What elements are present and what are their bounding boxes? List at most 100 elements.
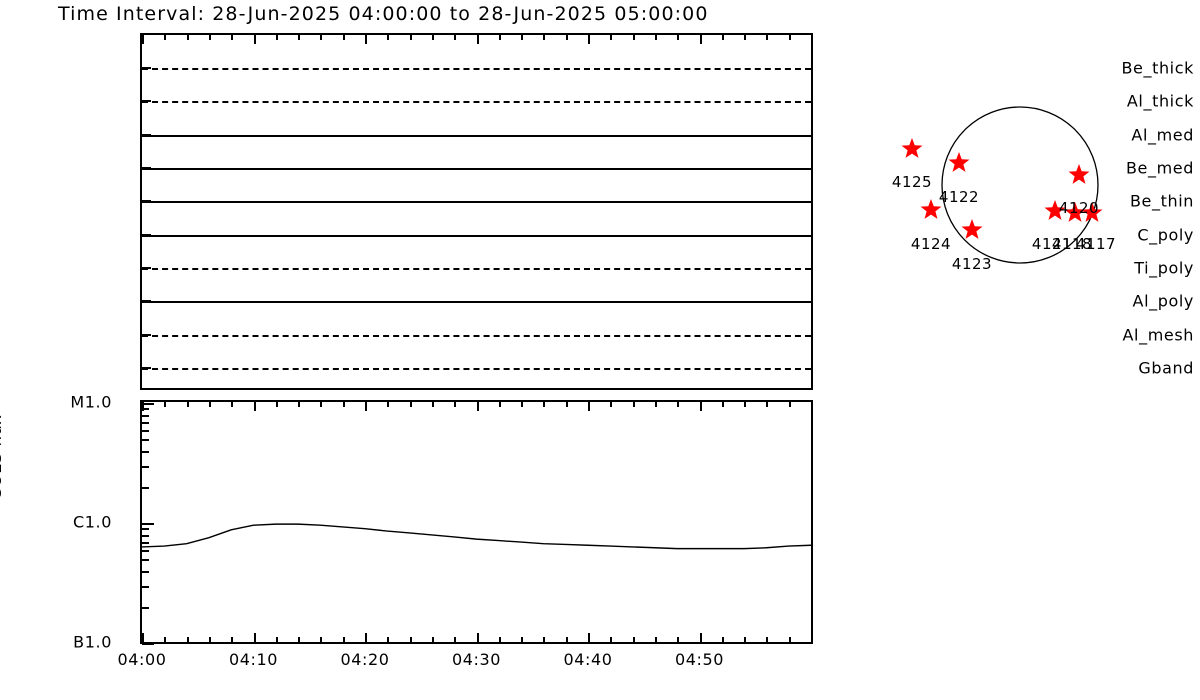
filter-line-al_thick	[142, 101, 811, 103]
goes-y-tick-label-B1-0: B1.0	[73, 632, 112, 652]
active-region-label-4123: 4123	[951, 255, 993, 273]
filter-top-minor-tick	[275, 35, 278, 40]
goes-x-minor-tick	[565, 637, 568, 642]
goes-y-minor-tick	[142, 606, 149, 609]
goes-x-minor-tick	[275, 402, 278, 407]
filter-tick-c_poly	[140, 234, 151, 236]
filter-label-gband: Gband	[1138, 358, 1194, 378]
filter-top-minor-tick	[677, 35, 680, 40]
filter-line-ti_poly	[142, 268, 811, 270]
filter-top-minor-tick	[454, 35, 457, 40]
goes-y-minor-tick	[142, 465, 149, 468]
filter-line-gband	[142, 368, 811, 370]
goes-y-minor-tick	[142, 585, 149, 588]
goes-y-major-tick	[142, 523, 154, 525]
filter-top-minor-tick	[298, 35, 301, 40]
filter-top-tick	[476, 35, 479, 44]
goes-x-major-tick	[476, 633, 479, 642]
filter-label-ti_poly: Ti_poly	[1134, 258, 1194, 278]
active-region-star-4121	[1044, 200, 1066, 220]
goes-x-major-tick	[811, 402, 813, 411]
filter-top-minor-tick	[610, 35, 613, 40]
filter-top-minor-tick	[521, 35, 524, 40]
goes-x-minor-tick	[298, 637, 301, 642]
filter-top-tick	[699, 35, 702, 44]
active-region-label-4122: 4122	[938, 188, 980, 206]
active-region-star-4117	[1081, 202, 1103, 222]
filter-label-c_poly: C_poly	[1137, 225, 1194, 245]
goes-y-minor-tick	[142, 559, 149, 562]
goes-x-minor-tick	[766, 402, 769, 407]
goes-x-minor-tick	[208, 637, 211, 642]
goes-x-major-tick	[699, 633, 702, 642]
filter-label-be_med: Be_med	[1125, 158, 1194, 178]
filter-line-be_med	[142, 168, 811, 170]
goes-x-minor-tick	[766, 637, 769, 642]
filter-top-minor-tick	[766, 35, 769, 40]
active-region-markers	[901, 138, 1103, 239]
filter-label-al_mesh: Al_mesh	[1122, 325, 1194, 345]
goes-x-major-tick	[476, 402, 479, 411]
goes-x-minor-tick	[275, 637, 278, 642]
filter-top-minor-tick	[387, 35, 390, 40]
goes-x-minor-tick	[543, 402, 546, 407]
goes-x-major-tick	[142, 402, 144, 411]
filter-top-minor-tick	[788, 35, 791, 40]
filter-top-minor-tick	[186, 35, 189, 40]
filter-tick-al_poly	[140, 300, 151, 302]
filter-top-minor-tick	[409, 35, 412, 40]
filter-top-minor-tick	[654, 35, 657, 40]
filter-line-al_med	[142, 135, 811, 137]
goes-x-tick-label-0440: 04:40	[563, 650, 613, 669]
active-region-star-4122	[948, 152, 970, 172]
goes-x-minor-tick	[565, 402, 568, 407]
goes-x-minor-tick	[610, 402, 613, 407]
filter-availability-panel	[140, 33, 813, 390]
filter-top-minor-tick	[320, 35, 323, 40]
filter-tick-al_mesh	[140, 334, 151, 336]
goes-x-minor-tick	[721, 637, 724, 642]
filter-tick-al_med	[140, 134, 151, 136]
goes-x-minor-tick	[186, 402, 189, 407]
goes-x-major-tick	[253, 633, 256, 642]
goes-x-minor-tick	[654, 402, 657, 407]
goes-flux-polyline	[142, 523, 811, 550]
goes-x-minor-tick	[342, 637, 345, 642]
goes-y-minor-tick	[142, 541, 149, 544]
goes-flux-panel	[140, 400, 813, 645]
goes-x-major-tick	[365, 633, 367, 642]
filter-top-minor-tick	[431, 35, 434, 40]
goes-x-minor-tick	[543, 637, 546, 642]
goes-x-minor-tick	[521, 637, 524, 642]
filter-line-al_mesh	[142, 335, 811, 337]
goes-x-minor-tick	[164, 637, 167, 642]
goes-y-minor-tick	[142, 486, 149, 489]
goes-x-minor-tick	[208, 402, 211, 407]
goes-x-minor-tick	[788, 637, 791, 642]
goes-flux-curve	[142, 523, 811, 550]
goes-x-minor-tick	[431, 637, 434, 642]
filter-top-minor-tick	[342, 35, 345, 40]
goes-y-minor-tick	[142, 439, 149, 442]
goes-y-minor-tick	[142, 408, 149, 411]
goes-x-major-tick	[588, 402, 590, 411]
goes-y-tick-label-M1-0: M1.0	[70, 392, 112, 412]
active-region-star-4118	[1064, 202, 1086, 222]
goes-x-minor-tick	[677, 637, 680, 642]
filter-label-al_poly: Al_poly	[1132, 291, 1194, 311]
goes-x-minor-tick	[231, 402, 234, 407]
solar-limb-circle	[941, 106, 1099, 264]
goes-x-major-tick	[253, 402, 256, 411]
filter-line-be_thin	[142, 201, 811, 203]
solar-disk-svg	[901, 106, 1103, 264]
solar-disk-panel: 4125 4122 4124 4123 4120 4121 4118 4117	[860, 60, 1180, 320]
goes-x-minor-tick	[677, 402, 680, 407]
active-region-label-4125: 4125	[891, 173, 933, 191]
goes-x-minor-tick	[454, 402, 457, 407]
filter-top-tick	[588, 35, 590, 44]
active-region-star-4120	[1068, 164, 1090, 184]
filter-top-minor-tick	[543, 35, 546, 40]
filter-tick-al_thick	[140, 100, 151, 102]
filter-top-minor-tick	[744, 35, 747, 40]
